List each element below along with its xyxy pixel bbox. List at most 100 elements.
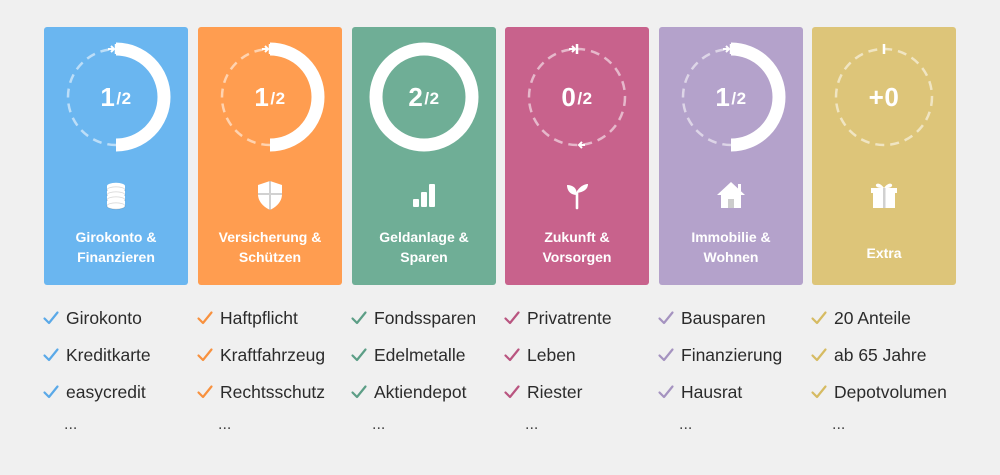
category-label: Extra [812,243,956,263]
more-items[interactable]: ... [372,416,386,433]
product-item[interactable]: Aktiendepot [350,373,520,410]
progress-ring: 2/2 [366,39,482,155]
category-label-line: Wohnen [703,249,759,265]
check-icon [43,310,59,324]
product-item[interactable]: Depotvolumen [810,373,980,410]
check-icon [658,384,674,398]
product-item-label: easycredit [66,381,146,402]
product-item[interactable]: Kreditkarte [42,336,212,373]
product-item[interactable]: Finanzierung [657,336,827,373]
product-item-label: ab 65 Jahre [834,344,927,365]
check-icon [504,347,520,361]
category-label-line: Versicherung & [218,229,322,245]
more-items[interactable]: ... [679,416,693,433]
category-label: Zukunft & Vorsorgen [505,227,649,267]
category-card-zukunft[interactable]: 0/2 Zukunft & Vorsorgen [505,27,649,285]
category-label-line: Girokonto & [75,229,157,245]
category-label-line: Geldanlage & [379,229,469,245]
product-item[interactable]: ab 65 Jahre [810,336,980,373]
product-list: Girokonto Kreditkarte easycredit... [42,299,212,440]
product-item-label: Hausrat [681,381,743,402]
progress-ring: 1/2 [58,39,174,155]
product-item[interactable]: Fondssparen [350,299,520,336]
arrow-right-icon [262,45,270,53]
product-item[interactable]: Riester [503,373,673,410]
progress-count: 1 [100,81,116,112]
check-icon [658,310,674,324]
arrow-right-icon [569,45,577,53]
category-label: Girokonto & Finanzieren [44,227,188,267]
category-card-girokonto[interactable]: 1/2 Girokonto & Finanzieren [44,27,188,285]
bar-chart-icon [404,177,444,213]
category-column-girokonto: 1/2 Girokonto & Finanzieren Girokonto Kredit… [43,27,198,433]
product-item[interactable]: Bausparen [657,299,827,336]
category-label-line: Finanzieren [77,249,155,265]
progress-count: +0 [868,81,900,112]
product-item-label: Edelmetalle [374,344,466,365]
progress-ring: +0 [826,39,942,155]
product-item[interactable]: 20 Anteile [810,299,980,336]
more-items[interactable]: ... [218,416,232,433]
product-item[interactable]: Rechtsschutz [196,373,366,410]
product-item-label: Bausparen [681,307,766,328]
product-item-label: Fondssparen [374,307,477,328]
category-card-immobilie[interactable]: 1/2 Immobilie & Wohnen [659,27,803,285]
progress-value: 0/2 [519,39,635,155]
progress-value: 2/2 [366,39,482,155]
progress-total: /2 [731,89,747,108]
category-label-line: Vorsorgen [542,249,612,265]
check-icon [197,310,213,324]
product-item[interactable]: easycredit [42,373,212,410]
product-list: Fondssparen Edelmetalle Aktiendepot... [350,299,520,440]
more-items[interactable]: ... [525,416,539,433]
progress-count: 0 [561,81,577,112]
product-item[interactable]: Hausrat [657,373,827,410]
product-item-label: Depotvolumen [834,381,947,402]
check-icon [351,384,367,398]
product-item-label: Kreditkarte [66,344,151,365]
progress-ring-graphic [220,42,325,152]
check-icon [43,384,59,398]
progress-arc [269,42,325,152]
check-icon [658,347,674,361]
progress-ring: 1/2 [673,39,789,155]
product-item[interactable]: Kraftfahrzeug [196,336,366,373]
product-item[interactable]: Leben [503,336,673,373]
product-item-label: Leben [527,344,576,365]
check-icon [197,347,213,361]
category-card-geldanlage[interactable]: 2/2 Geldanlage & Sparen [352,27,496,285]
progress-total: /2 [577,89,593,108]
more-items[interactable]: ... [832,416,846,433]
progress-total: /2 [424,89,440,108]
category-label: Geldanlage & Sparen [352,227,496,267]
check-icon [504,310,520,324]
check-icon [504,384,520,398]
more-items[interactable]: ... [64,416,78,433]
product-item-label: Haftpflicht [220,307,298,328]
product-item[interactable]: Girokonto [42,299,212,336]
product-item[interactable]: Privatrente [503,299,673,336]
progress-ring-graphic [681,42,786,152]
category-card-versicherung[interactable]: 1/2 Versicherung & Schützen [198,27,342,285]
product-item-label: 20 Anteile [834,307,911,328]
check-icon [811,347,827,361]
progress-count: 2 [408,81,424,112]
category-column-versicherung: 1/2 Versicherung & Schützen Haftpflicht Kraf… [197,27,352,433]
coins-icon [96,177,136,213]
product-item[interactable]: Haftpflicht [196,299,366,336]
product-item[interactable]: Edelmetalle [350,336,520,373]
progress-value: 1/2 [673,39,789,155]
category-card-extra[interactable]: +0 Extra [812,27,956,285]
check-icon [811,384,827,398]
product-item-label: Riester [527,381,583,402]
progress-ring-graphic [369,42,479,152]
progress-ring: 0/2 [519,39,635,155]
category-label-line: Sparen [400,249,448,265]
check-icon [811,310,827,324]
category-label-line: Schützen [238,249,302,265]
progress-ring-graphic [66,42,171,152]
category-column-geldanlage: 2/2 Geldanlage & Sparen Fondssparen Edelmeta… [351,27,506,433]
category-label: Versicherung & Schützen [198,227,342,267]
product-item-label: Kraftfahrzeug [220,344,326,365]
